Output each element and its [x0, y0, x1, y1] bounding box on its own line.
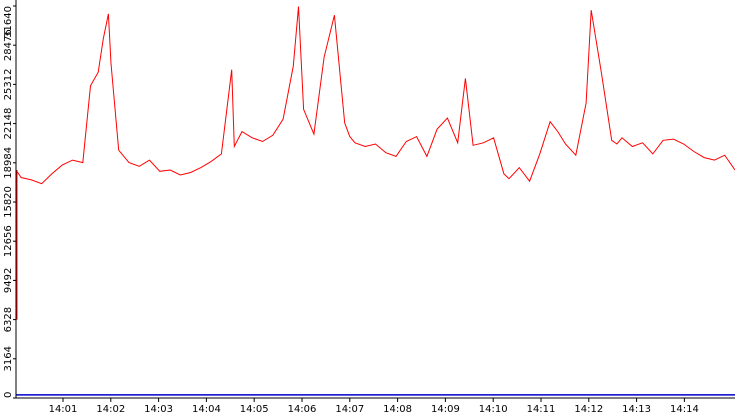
x-tick-label-5: 14:06: [288, 404, 317, 415]
x-tick-label-13: 14:14: [670, 404, 699, 415]
y-tick-label-5: 15820: [3, 186, 14, 218]
y-tick-label-3: 9492: [3, 268, 14, 293]
series-line-0: [15, 6, 735, 185]
x-tick-label-2: 14:03: [144, 404, 173, 415]
x-tick-label-1: 14:02: [96, 404, 125, 415]
x-tick-label-7: 14:08: [383, 404, 412, 415]
y-tick-label-0: 0: [3, 392, 14, 398]
y-tick-label-1: 3164: [3, 346, 14, 371]
series-layer: [15, 6, 735, 396]
y-tick-layer: 0 3164 6328 9492 12656 15820 18984 22148 25312 28…: [3, 5, 16, 399]
y-tick-label-9: 28476: [3, 29, 14, 61]
x-tick-label-12: 14:13: [622, 404, 651, 415]
x-tick-label-11: 14:12: [574, 404, 603, 415]
x-tick-label-8: 14:09: [431, 404, 460, 415]
x-tick-label-3: 14:04: [192, 404, 221, 415]
x-tick-label-6: 14:07: [335, 404, 364, 415]
y-tick-label-8: 25312: [3, 68, 14, 100]
y-tick-label-10: 31640: [3, 6, 14, 38]
y-tick-label-4: 12656: [3, 225, 14, 257]
x-tick-label-9: 14:10: [479, 404, 508, 415]
x-tick-label-10: 14:11: [527, 404, 556, 415]
x-tick-label-0: 14:01: [49, 404, 78, 415]
y-tick-label-6: 18984: [3, 147, 14, 179]
axes-layer: [15, 0, 735, 399]
x-tick-layer: 14:01 14:02 14:03 14:04 14:05 14:06 14:07 14:08…: [49, 398, 699, 415]
y-tick-label-2: 6328: [3, 307, 14, 332]
x-tick-label-4: 14:05: [240, 404, 269, 415]
y-tick-label-7: 22148: [3, 108, 14, 140]
